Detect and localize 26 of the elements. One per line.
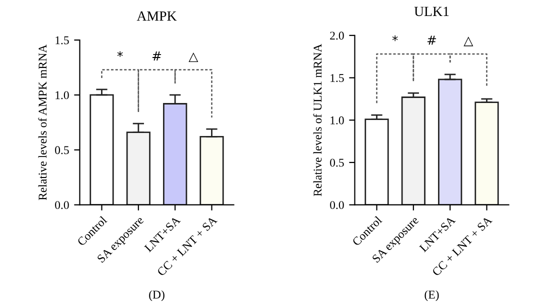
annotation: * — [117, 51, 123, 57]
text: (D) — [149, 290, 164, 302]
bar — [474, 102, 499, 205]
annotation: △ — [188, 52, 198, 62]
bar — [401, 96, 426, 205]
y-tick-label: 0.5 — [330, 158, 344, 167]
bar — [438, 78, 462, 205]
y-tick-label: 1.0 — [56, 91, 69, 100]
annotation: # — [152, 52, 162, 61]
y-tick-label: 1.0 — [330, 116, 344, 124]
y-tick-label: 1.5 — [330, 74, 344, 82]
chart-title: ULK1 — [414, 6, 449, 16]
annotation: * — [392, 35, 398, 42]
y-axis-title: Relative levels of AMPK mRNA — [38, 44, 47, 200]
annotation: # — [427, 36, 436, 45]
bar — [90, 94, 114, 205]
bar — [364, 118, 389, 205]
chart-title: AMPK — [136, 11, 177, 21]
y-tick-label: 0.0 — [330, 201, 344, 210]
text: (E) — [424, 290, 439, 302]
annotation: △ — [464, 36, 474, 46]
y-tick-label: 0.0 — [55, 201, 69, 210]
y-tick-label: 1.5 — [56, 36, 69, 44]
y-axis-title: Relative levels of ULK1 mRNA — [313, 44, 322, 196]
y-tick-label: 0.5 — [55, 146, 69, 154]
y-tick-label: 2.0 — [330, 32, 344, 40]
